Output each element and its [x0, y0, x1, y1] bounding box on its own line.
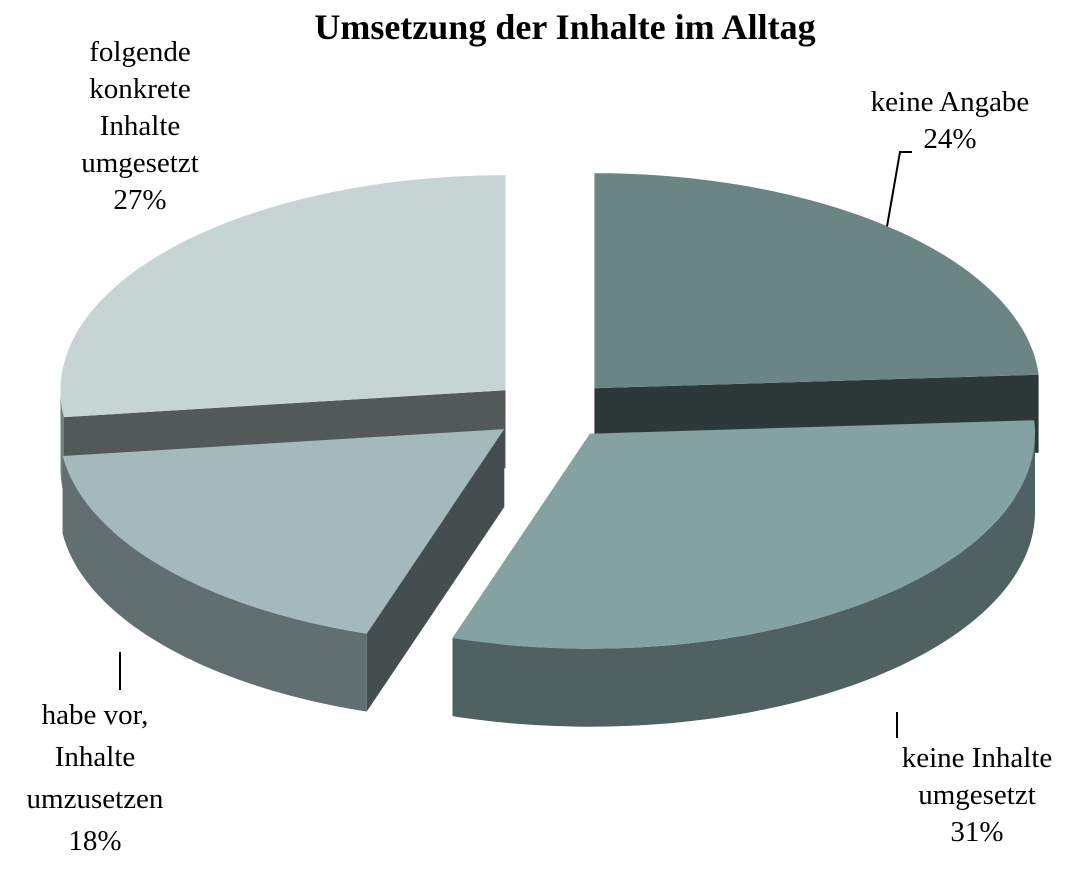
label-name: keine Angabe: [870, 86, 1030, 118]
slice-label: keine Angabe 24%: [840, 84, 1060, 158]
label-name: habe vor, Inhalte umzusetzen: [26, 699, 164, 816]
label-value: 24%: [923, 123, 977, 156]
label-value: 27%: [113, 184, 167, 217]
slice: [452, 420, 1035, 649]
label-name: keine Inhalte umgesetzt: [901, 742, 1053, 812]
slice: [62, 429, 505, 634]
slice-label: keine Inhalte umgesetzt 31%: [872, 740, 1082, 851]
label-value: 18%: [68, 825, 122, 858]
slice-outer-wall: [62, 456, 367, 712]
label-name: folgende konkrete Inhalte umgesetzt: [81, 36, 199, 180]
slice-label: folgende konkrete Inhalte umgesetzt 27%: [60, 34, 220, 220]
chart-title: Umsetzung der Inhalte im Alltag: [314, 7, 816, 47]
slice-label: habe vor, Inhalte umzusetzen 18%: [0, 694, 190, 862]
slice-outer-wall: [452, 433, 1035, 727]
leader-line: [884, 151, 912, 239]
label-value: 31%: [950, 816, 1004, 849]
slice: [60, 175, 506, 418]
slice: [594, 173, 1039, 389]
